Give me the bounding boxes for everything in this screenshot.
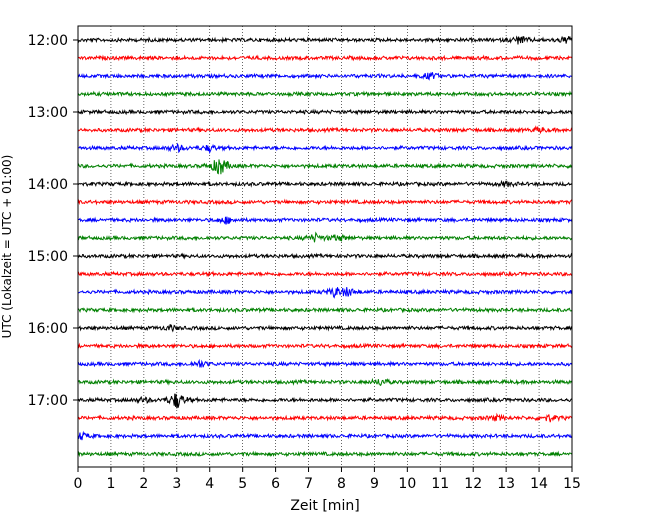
y-tick-label-3: 15:00 (28, 249, 68, 265)
trace-1545 (77, 306, 573, 314)
x-tick-label-15: 15 (563, 476, 581, 492)
x-tick-label-5: 5 (238, 476, 247, 492)
trace-1745 (77, 450, 573, 458)
trace-1530 (77, 287, 573, 299)
plot-frame (77, 25, 573, 468)
y-tick-label-2: 14:00 (28, 177, 68, 193)
x-tick-label-6: 6 (271, 476, 280, 492)
x-tick-label-10: 10 (398, 476, 416, 492)
y-tick-label-5: 17:00 (28, 393, 68, 409)
y-tick-label-0: 12:00 (28, 33, 68, 49)
trace-1215 (77, 54, 573, 62)
x-tick-label-12: 12 (464, 476, 482, 492)
x-tick-label-4: 4 (205, 476, 214, 492)
trace-1330 (77, 142, 573, 155)
trace-1315 (77, 125, 573, 135)
trace-1200 (77, 35, 573, 45)
x-tick-label-9: 9 (370, 476, 379, 492)
trace-1430 (77, 216, 573, 225)
trace-1715 (78, 412, 573, 423)
seismic-traces (77, 35, 573, 458)
x-tick-label-8: 8 (337, 476, 346, 492)
x-tick-label-0: 0 (74, 476, 83, 492)
x-tick-label-11: 11 (431, 476, 449, 492)
x-tick-label-14: 14 (530, 476, 548, 492)
x-axis: 0 1 2 3 4 5 6 7 8 9 10 11 12 13 14 15 (74, 467, 581, 492)
y-axis-label: UTC (Lokalzeit = UTC + 01:00) (0, 155, 14, 339)
x-tick-label-7: 7 (304, 476, 313, 492)
trace-1600 (77, 324, 573, 333)
trace-1230 (77, 71, 573, 81)
x-tick-label-3: 3 (172, 476, 181, 492)
trace-1615 (77, 342, 573, 350)
trace-1245 (77, 90, 573, 98)
trace-1645 (77, 377, 573, 387)
x-tick-label-1: 1 (106, 476, 115, 492)
trace-1700 (77, 393, 572, 409)
x-tick-label-13: 13 (497, 476, 515, 492)
trace-1630 (77, 358, 573, 369)
trace-1345 (77, 159, 573, 175)
trace-1400 (77, 179, 573, 188)
trace-1415 (77, 198, 573, 206)
trace-1500 (77, 252, 573, 260)
trace-1515 (77, 270, 573, 278)
y-tick-label-4: 16:00 (28, 321, 68, 337)
trace-1730 (77, 430, 573, 441)
x-axis-label: Zeit [min] (290, 498, 359, 514)
trace-1300 (77, 108, 573, 116)
y-axis: 12:00 13:00 14:00 15:00 16:00 17:00 (28, 33, 78, 409)
x-tick-label-2: 2 (139, 476, 148, 492)
y-tick-label-1: 13:00 (28, 105, 68, 121)
trace-1445 (77, 231, 573, 243)
